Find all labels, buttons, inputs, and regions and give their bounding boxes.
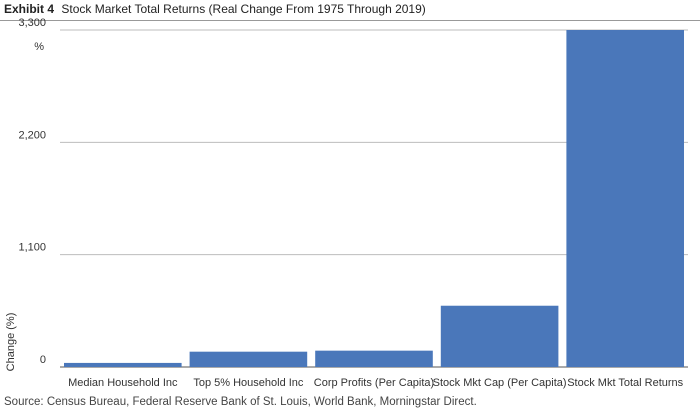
x-tick-label: Median Household Inc <box>68 377 178 389</box>
y-tick-label: 1,100 <box>18 242 46 254</box>
chart-title-row: Exhibit 4 Stock Market Total Returns (Re… <box>4 2 426 16</box>
y-tick-label: 3,300 <box>18 17 46 29</box>
bars <box>64 30 684 367</box>
y-axis-label: Change (%) <box>5 313 17 372</box>
x-tick-label: Corp Profits (Per Capita) <box>314 377 434 389</box>
title-divider <box>0 20 700 21</box>
bar <box>64 362 182 367</box>
y-tick-label: 2,200 <box>18 129 46 141</box>
bar <box>189 351 308 367</box>
x-tick-label: Stock Mkt Total Returns <box>567 377 683 389</box>
bar <box>566 30 684 367</box>
chart-title: Stock Market Total Returns (Real Change … <box>61 2 426 16</box>
x-tick-label: Top 5% Household Inc <box>193 377 304 389</box>
exhibit-label: Exhibit 4 <box>4 2 55 16</box>
y-unit-label: % <box>34 41 44 53</box>
bar <box>315 350 433 367</box>
x-tick-labels: Median Household Inc Top 5% Household Inc… <box>68 377 684 389</box>
bar-chart: 0 1,100 2,200 3,300 Median Household Inc Top… <box>5 17 688 389</box>
source-note: Source: Census Bureau, Federal Reserve B… <box>4 396 477 408</box>
bar <box>440 305 559 367</box>
x-tick-label: Stock Mkt Cap (Per Capita) <box>433 377 567 389</box>
y-tick-label: 0 <box>40 354 46 366</box>
y-tick-labels: 0 1,100 2,200 3,300 <box>18 17 46 366</box>
